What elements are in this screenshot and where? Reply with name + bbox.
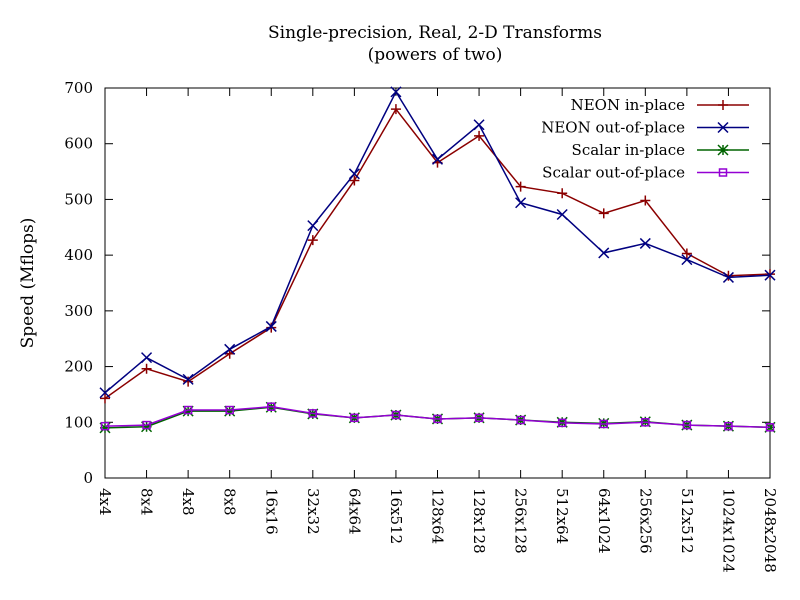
x-tick-label: 512x512	[678, 488, 696, 554]
data-point	[722, 271, 734, 283]
data-point	[640, 195, 651, 206]
legend-marker	[718, 100, 728, 110]
y-axis: 0 100 200 300 400 500 600 700	[64, 79, 770, 487]
y-tick-label: 100	[64, 413, 93, 431]
data-point	[557, 418, 567, 428]
data-point	[267, 402, 276, 411]
y-tick-label: 500	[64, 190, 93, 208]
data-point	[474, 413, 484, 423]
x-tick-label: 512x64	[553, 488, 571, 544]
data-point	[556, 208, 568, 221]
data-point	[724, 421, 733, 431]
data-point	[182, 373, 194, 385]
x-tick-label: 64x1024	[595, 488, 613, 554]
data-point	[224, 405, 236, 417]
data-point	[225, 405, 234, 415]
data-point	[224, 343, 236, 355]
series-line	[104, 90, 771, 394]
series-0	[100, 104, 775, 404]
data-point	[682, 420, 692, 430]
data-point	[474, 130, 485, 141]
data-point	[681, 248, 692, 259]
data-point	[99, 387, 111, 399]
y-tick-label: 400	[64, 246, 93, 264]
data-point	[765, 423, 775, 432]
chart-subtitle: (powers of two)	[368, 45, 503, 65]
data-point	[182, 405, 194, 417]
data-point	[307, 220, 319, 232]
legend-label: Scalar out-of-place	[542, 164, 685, 182]
x-tick-label: 1024x1024	[719, 488, 737, 573]
series-line	[104, 405, 771, 429]
data-point	[598, 208, 609, 219]
x-tick-label: 16x16	[262, 488, 280, 535]
legend-label: Scalar in-place	[572, 141, 686, 159]
data-point	[349, 175, 360, 186]
data-point	[515, 181, 526, 192]
x-tick-label: 8x8	[221, 488, 239, 516]
data-point	[142, 420, 151, 430]
y-tick-label: 200	[64, 358, 93, 376]
y-tick-label: 600	[64, 135, 93, 153]
data-point	[308, 409, 318, 418]
x-tick-label: 4x8	[179, 488, 197, 516]
legend-marker	[718, 168, 728, 177]
y-tick-label: 0	[83, 469, 93, 487]
data-point	[391, 410, 401, 420]
legend-label: NEON out-of-place	[541, 119, 685, 137]
series-layer	[99, 86, 776, 434]
x-axis: 4x4 8x4 4x8 8x8 16x16 32x32 64x64 16x512 128x64 1…	[96, 88, 779, 573]
y-tick-label: 700	[64, 79, 93, 97]
x-tick-label: 64x64	[345, 488, 363, 535]
data-point	[183, 405, 193, 415]
x-tick-label: 128x64	[429, 488, 447, 544]
data-point	[348, 168, 360, 180]
data-point	[515, 197, 527, 209]
legend-label: NEON in-place	[571, 96, 686, 114]
data-point	[224, 348, 235, 359]
data-point	[765, 269, 775, 280]
legend-marker	[717, 121, 729, 134]
data-point	[141, 352, 153, 364]
data-point	[141, 421, 153, 433]
series-3	[100, 402, 775, 432]
data-point	[265, 320, 277, 332]
data-point	[516, 415, 525, 425]
x-tick-label: 4x4	[96, 488, 114, 516]
x-tick-label: 8x4	[138, 488, 156, 516]
data-point	[141, 363, 152, 374]
data-point	[557, 188, 568, 199]
x-tick-label: 2048x2048	[761, 488, 779, 573]
data-point	[99, 422, 111, 434]
series-1	[99, 86, 776, 399]
data-point	[390, 104, 401, 115]
data-point	[433, 414, 442, 424]
y-tick-label: 300	[64, 302, 93, 320]
data-point	[639, 237, 651, 249]
data-point	[599, 419, 608, 429]
data-point	[183, 376, 194, 387]
data-point	[681, 254, 693, 266]
data-point	[100, 393, 110, 404]
legend: NEON in-place NEON out-of-place Scalar in-…	[541, 96, 749, 182]
data-point	[473, 119, 485, 131]
x-tick-label: 32x32	[304, 488, 322, 535]
data-point	[350, 413, 359, 423]
data-point	[390, 86, 402, 98]
series-2	[99, 401, 776, 434]
x-tick-label: 16x512	[387, 488, 405, 544]
data-point	[307, 235, 318, 246]
x-tick-label: 256x256	[636, 488, 654, 554]
data-point	[431, 153, 444, 165]
y-axis-label: Speed (Mflops)	[18, 218, 38, 349]
data-point	[641, 418, 650, 427]
x-tick-label: 128x128	[470, 488, 488, 554]
data-point	[100, 421, 110, 431]
legend-marker	[717, 144, 729, 156]
data-point	[764, 269, 776, 281]
x-tick-label: 256x128	[512, 488, 530, 554]
data-point	[598, 247, 610, 259]
chart-title: Single-precision, Real, 2-D Transforms	[268, 23, 602, 43]
